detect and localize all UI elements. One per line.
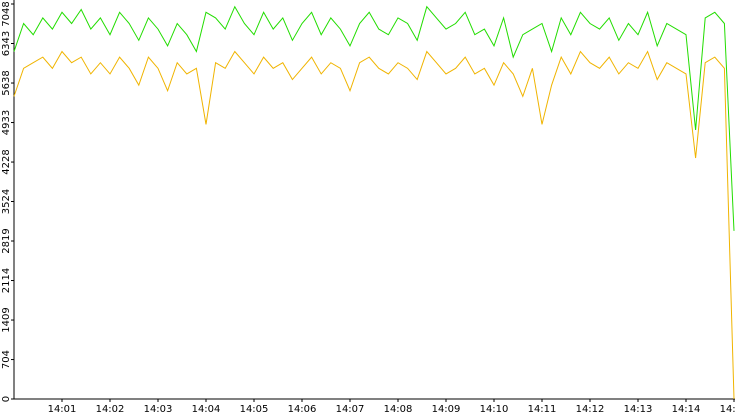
y-tick-label: 2114 bbox=[1, 268, 12, 293]
x-tick-label: 14:15 bbox=[720, 404, 735, 415]
series-line bbox=[13, 50, 735, 400]
y-tick-label: 7048 bbox=[1, 1, 12, 26]
y-tick-label: 6343 bbox=[1, 31, 12, 56]
x-tick-label: 14:05 bbox=[240, 404, 269, 415]
x-tick-label: 14:06 bbox=[288, 404, 317, 415]
y-tick-label: 5638 bbox=[1, 70, 12, 95]
x-tick-label: 14:08 bbox=[384, 404, 413, 415]
x-tick-label: 14:03 bbox=[144, 404, 173, 415]
x-tick-label: 14:13 bbox=[624, 404, 653, 415]
y-tick-label: 2819 bbox=[1, 228, 12, 253]
x-tick-label: 14:09 bbox=[432, 404, 461, 415]
x-tick-label: 14:10 bbox=[480, 404, 509, 415]
x-tick-label: 14:01 bbox=[48, 404, 77, 415]
series-line bbox=[13, 5, 735, 231]
x-tick-label: 14:14 bbox=[672, 404, 701, 415]
y-tick-label: 4228 bbox=[1, 149, 12, 174]
x-tick-label: 14:02 bbox=[96, 404, 125, 415]
y-tick-label: 4933 bbox=[1, 110, 12, 135]
y-tick-label: 0 bbox=[1, 396, 12, 402]
y-tick-label: 704 bbox=[1, 350, 12, 369]
x-tick-label: 14:07 bbox=[336, 404, 365, 415]
y-tick-label: 3524 bbox=[1, 189, 12, 214]
y-tick-label: 1409 bbox=[1, 307, 12, 332]
x-tick-label: 14:11 bbox=[528, 404, 557, 415]
x-tick-label: 14:04 bbox=[192, 404, 221, 415]
x-tick-label: 14:12 bbox=[576, 404, 605, 415]
